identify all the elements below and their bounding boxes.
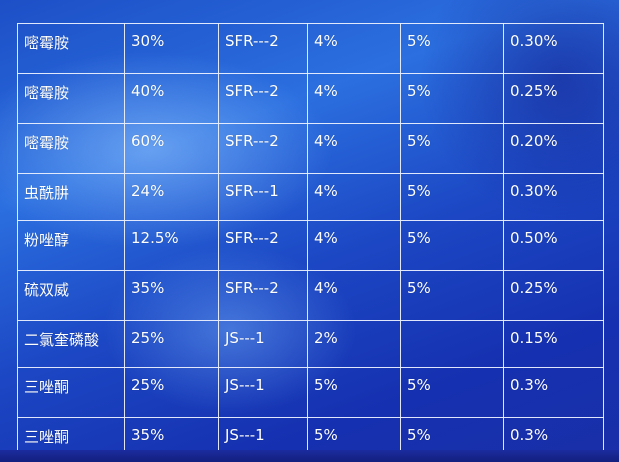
table-cell: 0.50% — [503, 220, 604, 271]
table-cell: 35% — [124, 270, 219, 321]
table-cell: 0.30% — [503, 173, 604, 221]
table-cell: 4% — [307, 23, 401, 74]
table-cell: 嘧霉胺 — [17, 123, 125, 174]
table-cell: 虫酰肼 — [17, 173, 125, 221]
table-cell: SFR---2 — [218, 220, 308, 271]
table-cell: 40% — [124, 73, 219, 124]
table-cell: SFR---2 — [218, 73, 308, 124]
table-cell: 三唑酮 — [17, 367, 125, 418]
table-cell: 5% — [400, 73, 504, 124]
table-cell: 5% — [400, 367, 504, 418]
table-cell: 12.5% — [124, 220, 219, 271]
table-row: 虫酰肼 24% SFR---1 4% 5% 0.30% — [17, 173, 604, 221]
table-cell: SFR---2 — [218, 123, 308, 174]
table-cell: 嘧霉胺 — [17, 73, 125, 124]
table-cell: 4% — [307, 220, 401, 271]
table-cell: 60% — [124, 123, 219, 174]
table-row: 嘧霉胺 60% SFR---2 4% 5% 0.20% — [17, 123, 604, 174]
table-cell: 0.25% — [503, 73, 604, 124]
table-cell: 粉唑醇 — [17, 220, 125, 271]
table-cell: 4% — [307, 173, 401, 221]
table-cell: 5% — [400, 220, 504, 271]
table-row: 嘧霉胺 30% SFR---2 4% 5% 0.30% — [17, 23, 604, 74]
table-cell: 5% — [400, 123, 504, 174]
table-cell: JS---1 — [218, 367, 308, 418]
table-cell: 嘧霉胺 — [17, 23, 125, 74]
table-cell: 25% — [124, 320, 219, 368]
table-cell: 24% — [124, 173, 219, 221]
table-cell: 30% — [124, 23, 219, 74]
table-cell: 5% — [400, 173, 504, 221]
table-cell: 25% — [124, 367, 219, 418]
table-cell: 2% — [307, 320, 401, 368]
table-cell: 二氯奎磷酸 — [17, 320, 125, 368]
table-cell: 5% — [400, 270, 504, 321]
table-row: 二氯奎磷酸 25% JS---1 2% 0.15% — [17, 320, 604, 368]
table-cell: 5% — [307, 367, 401, 418]
table-cell: 硫双威 — [17, 270, 125, 321]
table-cell: 5% — [400, 23, 504, 74]
table-cell: JS---1 — [218, 320, 308, 368]
table-cell: 4% — [307, 270, 401, 321]
table-cell: SFR---2 — [218, 23, 308, 74]
table-row: 嘧霉胺 40% SFR---2 4% 5% 0.25% — [17, 73, 604, 124]
table-cell: 4% — [307, 73, 401, 124]
table-cell: 0.30% — [503, 23, 604, 74]
table-cell: 4% — [307, 123, 401, 174]
data-table: 嘧霉胺 30% SFR---2 4% 5% 0.30% 嘧霉胺 40% SFR-… — [17, 23, 604, 462]
table-cell: 0.15% — [503, 320, 604, 368]
table-cell: 0.20% — [503, 123, 604, 174]
bottom-band — [0, 450, 619, 462]
table-row: 粉唑醇 12.5% SFR---2 4% 5% 0.50% — [17, 220, 604, 271]
table-row: 三唑酮 25% JS---1 5% 5% 0.3% — [17, 367, 604, 418]
table-cell: 0.3% — [503, 367, 604, 418]
table-row: 硫双威 35% SFR---2 4% 5% 0.25% — [17, 270, 604, 321]
table-cell: SFR---1 — [218, 173, 308, 221]
table-cell: SFR---2 — [218, 270, 308, 321]
table-cell: 0.25% — [503, 270, 604, 321]
table-cell — [400, 320, 504, 368]
